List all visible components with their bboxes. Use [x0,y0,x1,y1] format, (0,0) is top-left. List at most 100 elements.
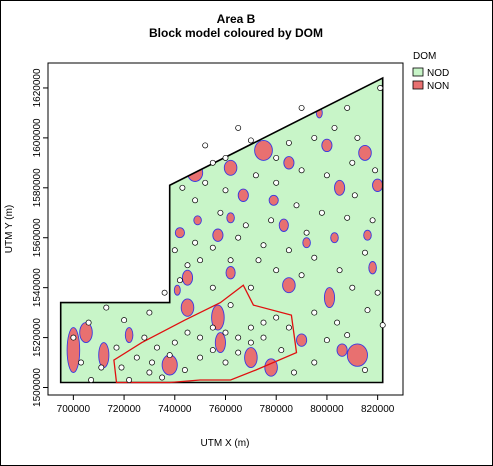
non-patch-16 [225,266,236,280]
legend-title: DOM [413,51,436,62]
sample-point [159,374,166,381]
area-boundary [59,76,384,384]
sample-point [331,124,338,131]
sample-point [149,359,155,366]
sample-point [141,334,148,341]
non-patch-25 [223,159,238,176]
sample-point [379,322,386,329]
sample-point [209,324,216,331]
non-patch-5 [180,298,195,317]
sample-point [202,179,209,186]
sample-point [78,359,84,366]
non-patch-3 [124,327,134,344]
sample-point [222,154,229,161]
sample-point [179,184,186,191]
sample-point [146,369,153,376]
sample-point [171,247,178,254]
sample-point [209,244,216,251]
y-tick-label: 1620000 [32,68,43,107]
y-tick-label: 1600000 [32,118,43,157]
non-patch-30 [358,144,372,161]
sample-point [209,284,216,291]
sample-point [247,284,254,291]
sample-point [285,247,292,254]
sample-point [192,197,199,204]
x-tick-label: 760000 [209,404,243,415]
sample-point [260,334,267,341]
y-tick-label: 1520000 [32,318,43,357]
non-patch-9 [264,358,278,377]
sample-point [146,309,153,316]
x-tick-label: 740000 [158,404,192,415]
sample-point [372,167,379,174]
sample-point [161,289,168,296]
sample-point [235,349,242,356]
sample-point [184,262,191,269]
sample-point [273,154,280,161]
non-patch-38 [193,215,202,226]
sample-point [336,267,343,274]
legend-label-non: NON [427,81,449,92]
red-outline-zone [113,284,298,384]
sample-point [311,309,318,316]
sample-point [311,254,318,261]
sample-point [235,234,242,241]
x-tick-label: 820000 [361,404,395,415]
non-patch-8 [244,347,258,369]
y-axis-label: UTM Y (m) [4,205,15,254]
sample-point [362,367,368,373]
sample-point [113,344,120,351]
non-patch-13 [336,343,348,357]
non-patch-34 [363,229,372,241]
sample-point [278,347,285,354]
sample-point [354,134,361,141]
sample-point [247,137,254,144]
x-tick-label: 780000 [260,404,294,415]
sample-point [298,104,305,111]
y-tick-label: 1580000 [32,168,43,207]
sample-point [197,257,204,264]
sample-point [222,329,229,336]
sample-point [166,352,173,359]
sample-point [235,124,242,131]
sample-point [323,172,330,179]
y-tick-label: 1560000 [32,218,43,257]
non-patch-37 [330,232,339,244]
sample-point [344,332,351,339]
sample-point [285,324,292,331]
sample-point [88,377,95,383]
sample-point [192,239,199,246]
legend-swatch-nod [412,67,424,77]
chart-subtitle: Block model coloured by DOM [148,26,324,40]
sample-point [252,172,259,179]
sample-point [260,242,267,249]
non-patch-10 [296,333,308,347]
sample-point [273,267,280,274]
sample-point [181,367,188,373]
sample-point [344,104,351,111]
x-tick-label: 720000 [107,404,141,415]
non-patch-12 [346,343,368,367]
non-patch-22 [278,218,289,232]
sample-point [247,324,254,331]
sample-point [154,344,160,351]
sample-point [70,334,77,341]
sample-point [293,202,300,209]
sample-point [197,354,204,361]
sample-point [273,179,280,186]
non-patch-21 [268,194,279,206]
sample-point [209,159,216,166]
sample-point [377,85,384,91]
x-tick-label: 800000 [310,404,344,415]
sample-point [121,317,128,324]
sample-point [298,167,305,174]
non-patch-26 [254,139,273,161]
sample-point [184,329,191,336]
sample-point [227,257,234,264]
sample-point [303,229,310,236]
sample-point [311,359,318,366]
non-patch-19 [226,212,235,224]
sample-point [255,257,262,264]
